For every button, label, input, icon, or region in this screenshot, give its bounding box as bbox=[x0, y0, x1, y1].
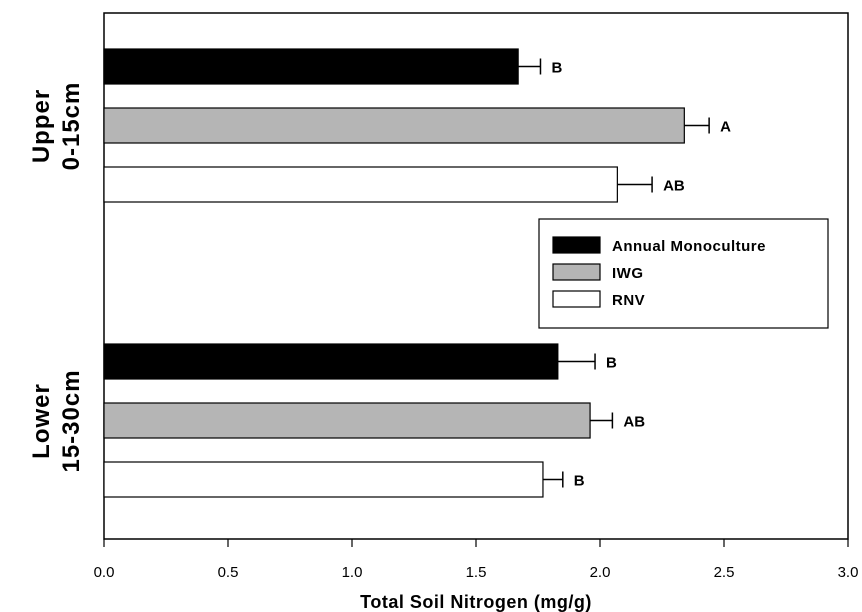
bar bbox=[103, 166, 618, 203]
bars-layer: B A AB B AB B bbox=[103, 48, 731, 498]
bar bbox=[103, 402, 591, 439]
legend-label: RNV bbox=[612, 292, 645, 309]
x-axis-title: Total Soil Nitrogen (mg/g) bbox=[360, 592, 592, 612]
bar-group: B bbox=[103, 461, 585, 498]
group-label-line: Upper bbox=[28, 89, 55, 163]
legend-label: IWG bbox=[612, 265, 644, 282]
bar bbox=[103, 343, 559, 380]
significance-label: B bbox=[551, 60, 562, 77]
group-label-line: Lower bbox=[28, 383, 55, 459]
x-tick-label: 2.5 bbox=[714, 564, 735, 581]
bar-group: B bbox=[103, 48, 562, 85]
bar-group: AB bbox=[103, 166, 685, 203]
x-axis-ticks: 0.0 0.5 1.0 1.5 2.0 2.5 3.0 bbox=[94, 539, 859, 581]
x-tick-label: 0.0 bbox=[94, 564, 115, 581]
group-label: Lower 15-30cm bbox=[28, 369, 85, 472]
x-tick-label: 2.0 bbox=[590, 564, 611, 581]
significance-label: AB bbox=[663, 178, 685, 195]
significance-label: A bbox=[720, 119, 731, 136]
x-tick-label: 1.5 bbox=[466, 564, 487, 581]
group-labels: Upper 0-15cm Lower 15-30cm bbox=[28, 82, 85, 473]
legend-item: Annual Monoculture bbox=[552, 236, 766, 255]
significance-label: B bbox=[606, 355, 617, 372]
legend-label: Annual Monoculture bbox=[612, 238, 766, 255]
bar bbox=[103, 48, 519, 85]
legend: Annual Monoculture IWG RNV bbox=[538, 218, 829, 329]
group-label-line: 15-30cm bbox=[58, 369, 85, 472]
bar-group: B bbox=[103, 343, 617, 380]
significance-label: AB bbox=[623, 414, 645, 431]
x-tick-label: 1.0 bbox=[342, 564, 363, 581]
legend-item: RNV bbox=[552, 290, 645, 309]
group-label-line: 0-15cm bbox=[58, 82, 85, 171]
group-label: Upper 0-15cm bbox=[28, 82, 85, 171]
bar bbox=[103, 107, 685, 144]
legend-swatch bbox=[552, 263, 601, 281]
x-tick-label: 0.5 bbox=[218, 564, 239, 581]
bar-group: A bbox=[103, 107, 731, 144]
legend-swatch bbox=[552, 290, 601, 308]
x-tick-label: 3.0 bbox=[838, 564, 859, 581]
legend-item: IWG bbox=[552, 263, 644, 282]
bar bbox=[103, 461, 544, 498]
bar-group: AB bbox=[103, 402, 645, 439]
legend-swatch bbox=[552, 236, 601, 254]
legend-items: Annual Monoculture IWG RNV bbox=[552, 236, 766, 309]
significance-label: B bbox=[574, 473, 585, 490]
